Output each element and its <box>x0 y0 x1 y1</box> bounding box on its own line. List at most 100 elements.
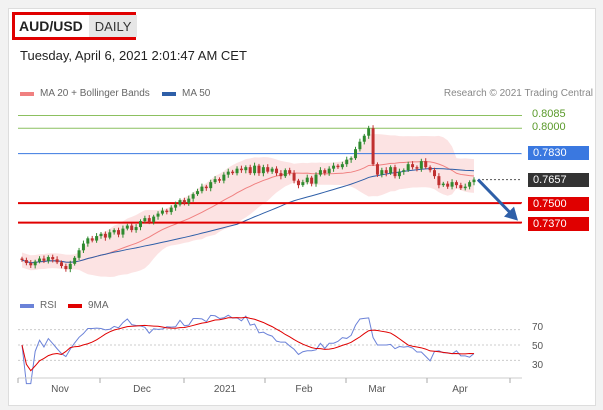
candle-body-70 <box>327 168 331 174</box>
candle-body-22 <box>117 230 121 235</box>
candle-body-26 <box>134 227 138 231</box>
candle-body-28 <box>143 218 147 222</box>
candle-body-30 <box>152 216 156 222</box>
candle-body-54 <box>257 165 261 174</box>
candle-body-32 <box>160 210 164 214</box>
candle-body-59 <box>279 173 283 177</box>
candle-body-55 <box>261 167 265 174</box>
candle-body-97 <box>446 183 450 187</box>
candle-body-73 <box>340 164 344 168</box>
candle-body-86 <box>397 171 401 177</box>
legend-bollinger: MA 20 + Bollinger Bands <box>20 88 150 99</box>
candle-body-52 <box>248 167 252 174</box>
legend-ma50: MA 50 <box>162 88 210 99</box>
candle-body-25 <box>130 225 134 231</box>
candle-body-77 <box>358 141 362 150</box>
candle-body-96 <box>441 183 445 186</box>
candle-body-92 <box>424 161 428 168</box>
candle-body-17 <box>95 236 99 241</box>
candle-body-16 <box>90 238 94 241</box>
candle-body-36 <box>178 200 182 205</box>
candle-body-82 <box>380 170 384 175</box>
symbol-label: AUD/USD <box>15 15 89 37</box>
candle-body-75 <box>349 158 353 160</box>
rsi-line <box>21 314 475 385</box>
candle-body-2 <box>29 263 33 266</box>
candle-body-31 <box>156 213 160 217</box>
forecast-arrow-head <box>504 206 518 221</box>
candle-body-34 <box>169 207 173 213</box>
candle-body-0 <box>20 258 24 261</box>
candle-body-38 <box>187 198 191 204</box>
candle-body-91 <box>419 161 423 169</box>
candle-body-11 <box>68 263 72 270</box>
candle-body-62 <box>292 173 296 181</box>
legend-9ma-label: 9MA <box>88 300 109 311</box>
candle-body-60 <box>283 170 287 177</box>
candle-body-81 <box>375 164 379 175</box>
candle-body-29 <box>147 218 151 222</box>
level-tag-4-text: 0.7500 <box>533 198 567 210</box>
candle-body-40 <box>196 191 200 195</box>
level-label-0: 0.8085 <box>532 108 566 120</box>
candle-body-87 <box>402 170 406 172</box>
candle-body-48 <box>231 171 235 174</box>
candle-body-84 <box>389 167 393 174</box>
candle-body-8 <box>55 259 59 263</box>
candle-body-7 <box>51 257 55 260</box>
period-button[interactable]: DAILY <box>88 15 138 37</box>
candle-body-99 <box>454 182 458 186</box>
candle-body-95 <box>437 176 441 186</box>
rsi-swatch <box>20 303 34 308</box>
chart-datetime: Tuesday, April 6, 2021 2:01:47 AM CET <box>20 48 247 63</box>
candle-body-9 <box>59 262 63 267</box>
candle-body-64 <box>301 182 305 186</box>
candle-body-88 <box>406 164 410 171</box>
candle-body-101 <box>463 186 467 189</box>
candle-body-18 <box>99 233 103 237</box>
legend-9ma: 9MA <box>68 300 109 311</box>
candle-body-103 <box>472 179 476 183</box>
x-tick-apr: Apr <box>452 384 468 395</box>
candle-body-15 <box>86 238 90 244</box>
rsi-tick-50: 50 <box>532 341 544 352</box>
candle-body-58 <box>275 168 279 174</box>
9ma-swatch <box>68 303 82 308</box>
candle-body-83 <box>384 170 388 174</box>
legend-bollinger-label: MA 20 + Bollinger Bands <box>40 88 150 99</box>
candle-body-72 <box>336 165 340 168</box>
candle-body-89 <box>411 164 415 168</box>
candle-body-71 <box>332 165 336 169</box>
last-price-text: 0.7657 <box>533 174 567 186</box>
forecast-arrow-shaft <box>476 178 514 216</box>
candle-body-19 <box>103 233 107 238</box>
candle-body-6 <box>46 257 50 261</box>
level-tag-5: 0.7370 <box>521 217 589 231</box>
candle-body-10 <box>64 266 68 270</box>
candle-body-68 <box>318 170 322 175</box>
candle-body-27 <box>138 221 142 228</box>
candle-body-46 <box>222 174 226 181</box>
candle-body-5 <box>42 258 46 261</box>
candle-body-65 <box>305 177 309 183</box>
candle-body-100 <box>459 185 463 189</box>
candle-body-56 <box>266 167 270 172</box>
candle-body-41 <box>200 186 204 192</box>
candle-body-50 <box>239 168 243 171</box>
x-tick-mar: Mar <box>368 384 386 395</box>
candle-body-90 <box>415 167 419 169</box>
candle-body-4 <box>38 258 42 262</box>
candle-body-76 <box>354 149 358 159</box>
candle-body-61 <box>288 170 292 174</box>
candle-body-57 <box>270 168 274 172</box>
candle-body-1 <box>24 260 28 264</box>
candle-body-43 <box>209 182 213 189</box>
level-tag-2-text: 0.7830 <box>533 147 567 159</box>
candle-body-12 <box>73 257 77 264</box>
legend-rsi: RSI <box>20 300 57 311</box>
x-tick-feb: Feb <box>295 384 313 395</box>
candle-body-13 <box>77 250 81 258</box>
candle-body-69 <box>323 170 327 174</box>
rsi-tick-70: 70 <box>532 322 544 333</box>
